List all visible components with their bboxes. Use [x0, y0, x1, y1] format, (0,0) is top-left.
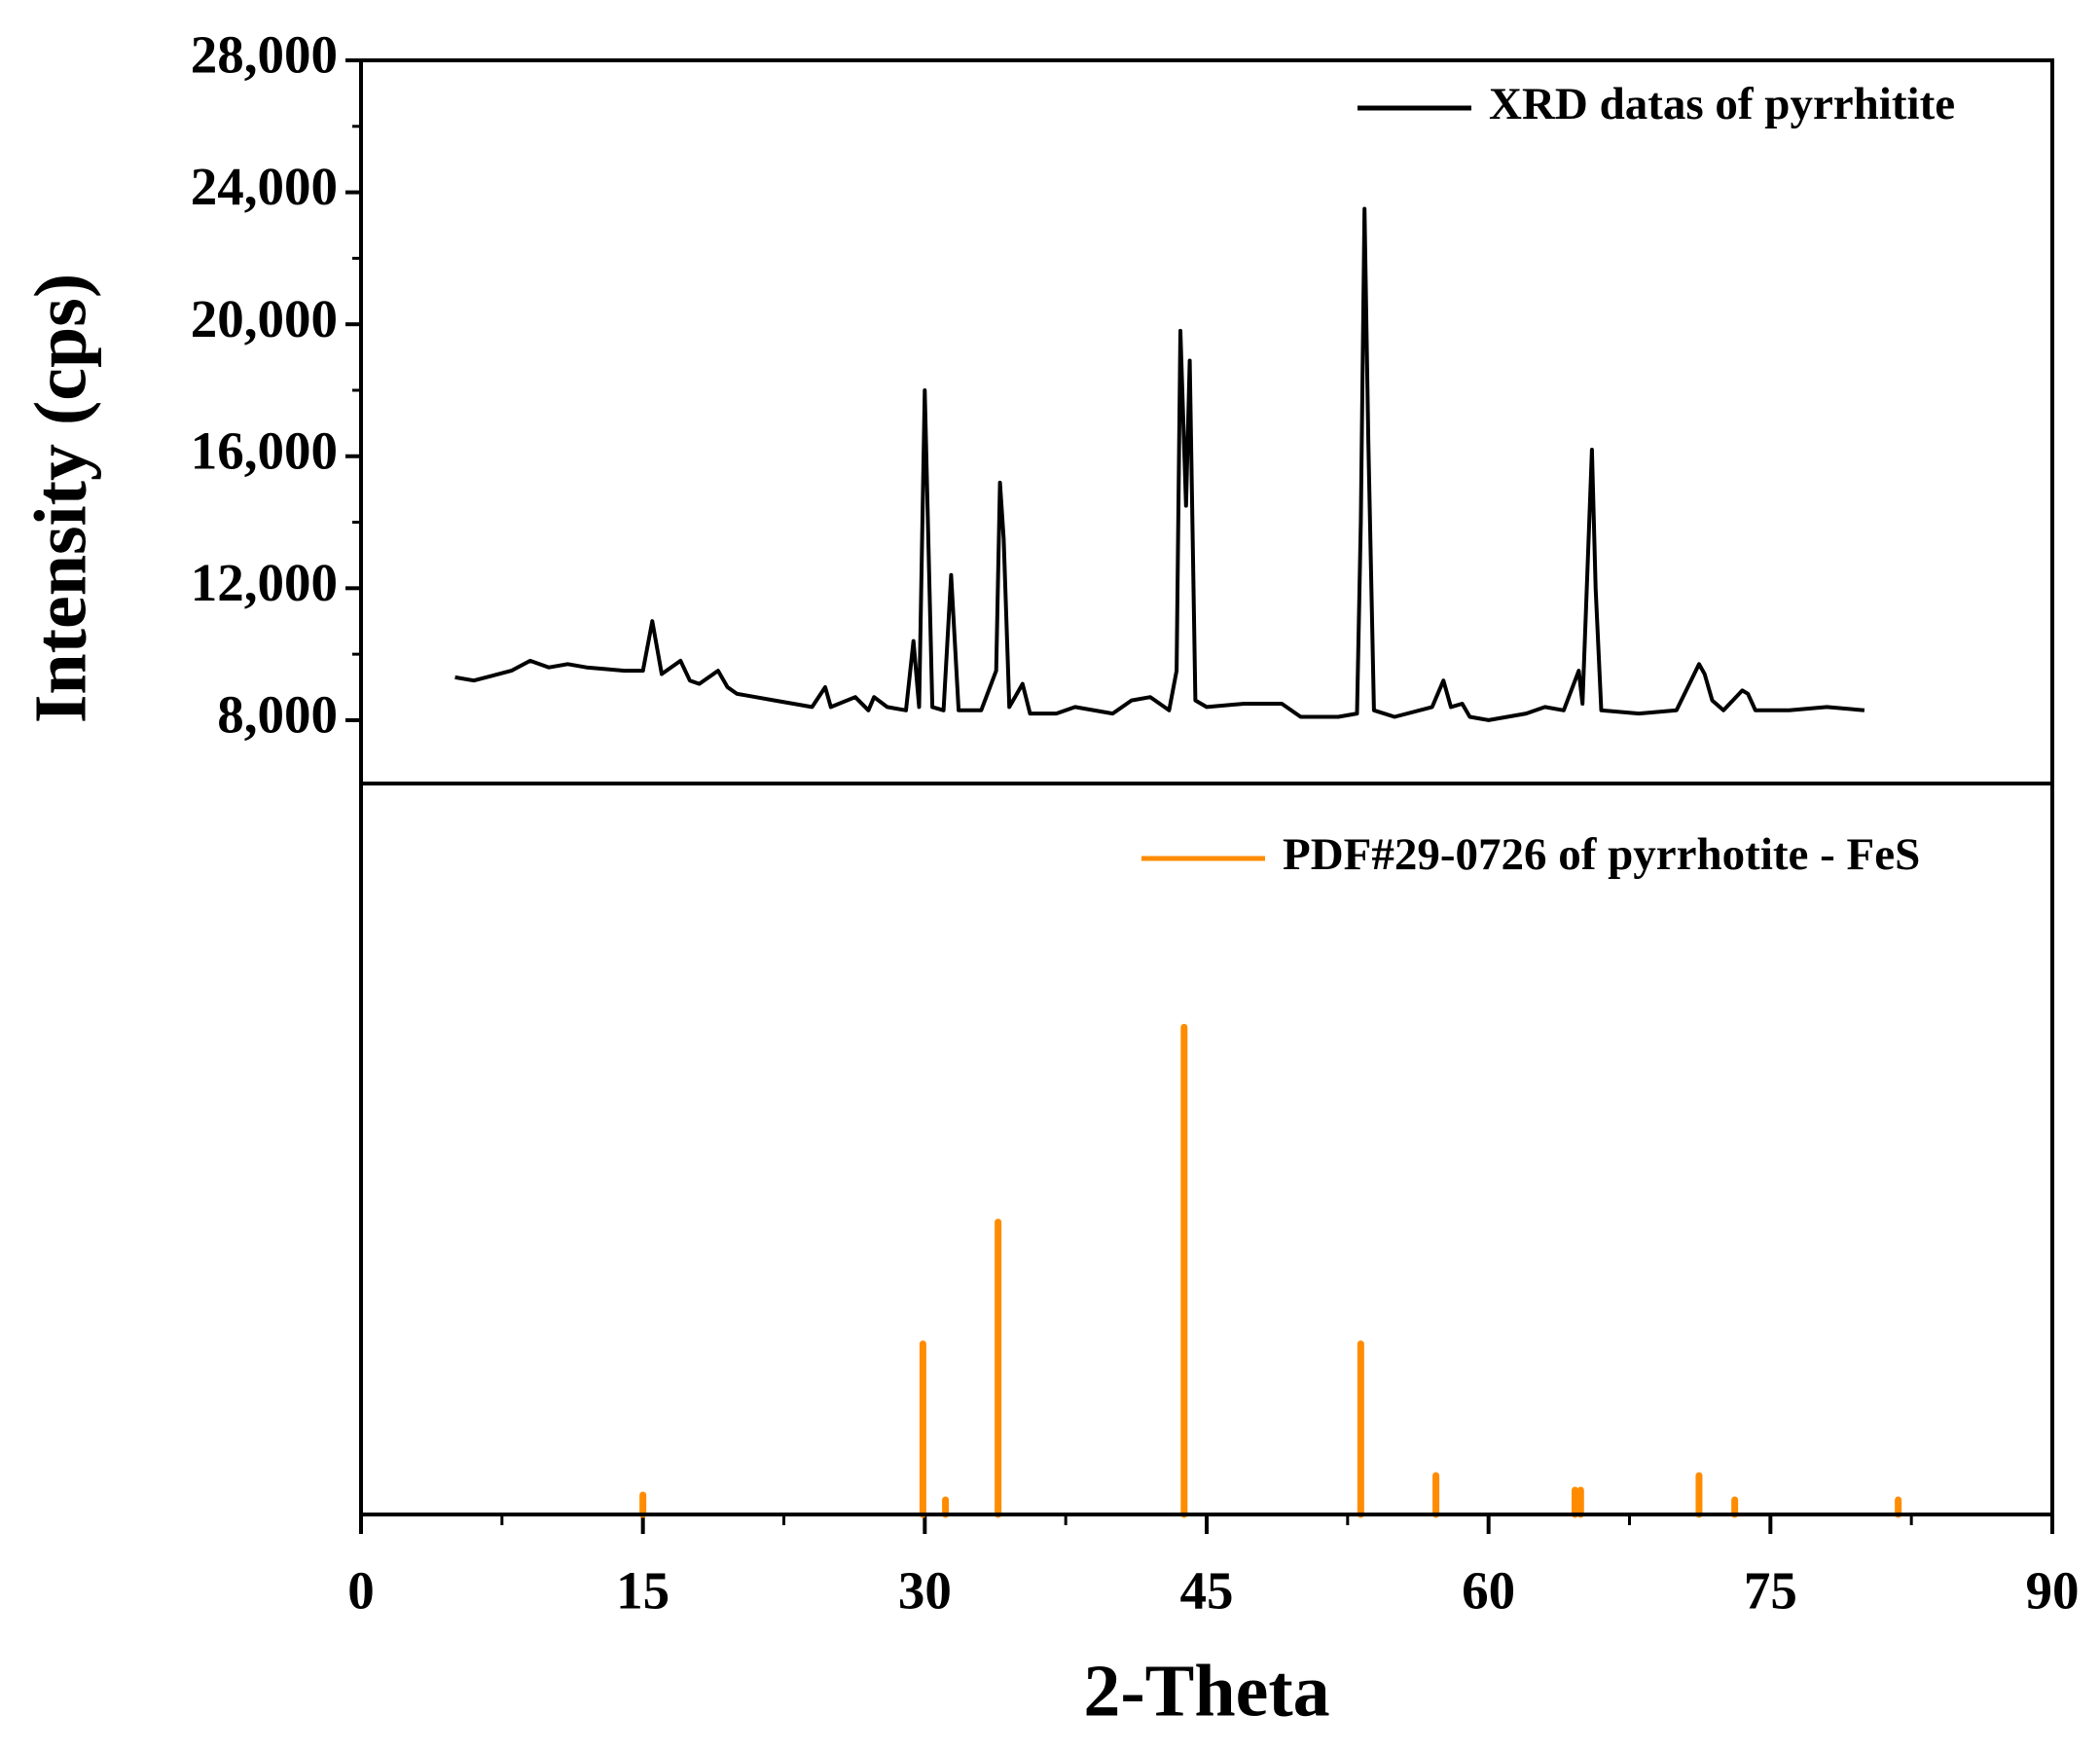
x-tick-label: 75	[1744, 1561, 1797, 1621]
y-axis-title: Intensity (cps)	[19, 274, 101, 723]
x-tick-label: 60	[1462, 1561, 1515, 1621]
y-tick-label: 28,000	[191, 25, 338, 85]
x-axis-title: 2-Theta	[1083, 1650, 1329, 1732]
plot-frame	[359, 58, 2054, 1516]
x-tick-label: 90	[2026, 1561, 2080, 1621]
legend-label: XRD datas of pyrrhitite	[1489, 79, 1955, 129]
xrd-line	[454, 206, 1865, 722]
y-tick-label: 20,000	[191, 289, 338, 348]
legend-label: PDF#29-0726 of pyrrhotite - FeS	[1283, 829, 1920, 880]
x-tick-label: 15	[616, 1561, 670, 1621]
x-tick-label: 30	[898, 1561, 952, 1621]
y-tick-label: 8,000	[217, 685, 338, 745]
x-tick-label: 0	[347, 1561, 375, 1621]
y-tick-label: 16,000	[191, 420, 338, 480]
x-tick-label: 45	[1180, 1561, 1234, 1621]
y-tick-label: 12,000	[191, 553, 338, 612]
y-tick-label: 24,000	[191, 157, 338, 216]
